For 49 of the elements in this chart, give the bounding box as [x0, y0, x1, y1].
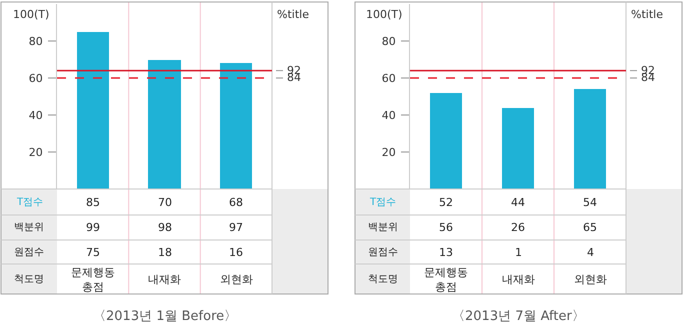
y-axis-title: 100(T): [366, 8, 402, 21]
text: 13: [439, 246, 453, 259]
text: 99: [86, 221, 100, 234]
text: 75: [86, 246, 100, 259]
text: 18: [158, 246, 172, 259]
y2-axis-title: %title: [277, 8, 310, 21]
category-label: 내재화: [148, 273, 181, 286]
text: 척도명: [14, 274, 44, 285]
text: 백분위: [368, 222, 398, 233]
text: 65: [583, 221, 597, 234]
category-label: 문제행동 총점: [71, 266, 115, 294]
y-tick-label: 60: [382, 72, 396, 85]
text: 4: [587, 246, 594, 259]
data-label: 85: [86, 196, 100, 209]
text: 16: [229, 246, 243, 259]
y-tick-label: 20: [28, 146, 43, 159]
category-label: 외현화: [574, 273, 607, 286]
bar: [77, 32, 109, 189]
y-tick-label: 40: [382, 108, 396, 122]
text: T점수: [369, 197, 396, 208]
y-axis-title: 100(T): [13, 8, 50, 21]
data-label: 70: [158, 196, 172, 209]
text: 〈2013년 1월 Before〉: [93, 309, 238, 324]
category-label: 외현화: [220, 273, 253, 286]
y-tick-label: 80: [382, 34, 396, 48]
text: 97: [229, 221, 243, 234]
y-tick-label: 60: [28, 72, 43, 85]
text: 원점수: [368, 247, 398, 258]
text: 1: [515, 246, 522, 259]
text: 원점수: [14, 247, 44, 258]
text: 98: [158, 221, 172, 234]
text: 척도명: [368, 274, 398, 285]
data-label: 54: [583, 196, 597, 209]
text: 56: [439, 221, 453, 234]
y2-axis-title: %title: [631, 8, 664, 21]
data-label: 44: [511, 196, 525, 209]
bar: [220, 63, 252, 189]
text: 백분위: [14, 222, 44, 233]
category-label: 내재화: [502, 273, 535, 286]
y-tick-label: 40: [28, 108, 43, 122]
y-tick-label: 20: [382, 146, 396, 159]
data-label: 68: [229, 196, 243, 209]
text: T점수: [16, 197, 44, 208]
data-label: 52: [439, 196, 453, 209]
category-label: 문제행동 총점: [424, 266, 468, 294]
text: 26: [511, 221, 525, 234]
y-tick-label: 80: [28, 34, 43, 48]
bar: [148, 60, 181, 189]
text: 〈2013년 7월 After〉: [452, 309, 585, 324]
